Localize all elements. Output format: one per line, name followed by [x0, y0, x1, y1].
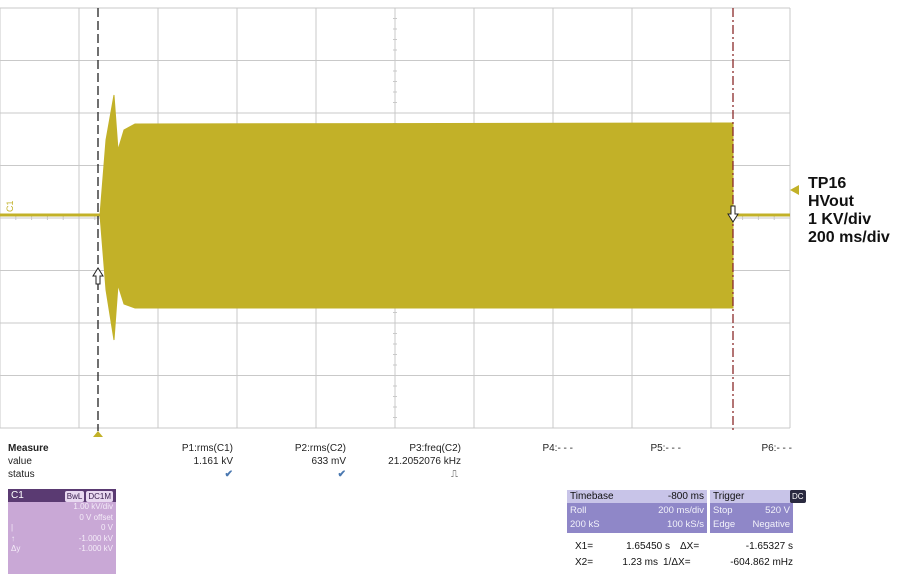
param-p3-value: 21.2052076 kHz: [388, 456, 461, 467]
param-p1-name[interactable]: P1:rms(C1): [181, 443, 233, 454]
cursor-dx-label: ΔX=: [680, 541, 700, 552]
c1-channel-panel[interactable]: C1 BwL DC1M 1.00 kV/div 0 V offset | 0 V ↑…: [8, 489, 116, 574]
timebase-tdiv: 200 ms/div: [658, 505, 704, 516]
timebase-samples: 200 kS: [570, 519, 600, 530]
timebase-row-samples: 200 kS 100 kS/s: [567, 518, 707, 531]
cursor-x1-arrow-icon[interactable]: [92, 267, 104, 285]
channel-marker: C1: [5, 200, 15, 212]
trigger-level-arrow-icon[interactable]: [790, 185, 799, 195]
c1-cursor-level-row: | 0 V: [11, 523, 113, 532]
cursor-x2-value: 1.23 ms: [622, 557, 658, 568]
trigger-title: Trigger: [713, 491, 745, 502]
c1-cursor2-level-value: -1.000 kV: [78, 533, 113, 543]
param-p4-name[interactable]: P4:- - -: [542, 443, 573, 454]
measure-row-status-label: status: [8, 469, 35, 480]
param-p2-value: 633 mV: [311, 456, 346, 467]
cursor-inv-dx-label: 1/ΔX=: [663, 557, 691, 568]
trigger-panel[interactable]: Trigger C1 DC Stop 520 V Edge Negative: [710, 490, 806, 533]
timebase-panel[interactable]: Timebase -800 ms Roll 200 ms/div 200 kS …: [567, 490, 707, 533]
c1-panel-name: C1: [11, 490, 24, 501]
param-p1-value: 1.161 kV: [193, 456, 233, 467]
trigger-level: 520 V: [765, 505, 790, 516]
trigger-row-type: Edge Negative: [710, 518, 793, 531]
cursor-dx-value: -1.65327 s: [745, 541, 793, 552]
c1-offset-row: 0 V offset: [8, 513, 116, 524]
c1-cursor-level-value: 0 V: [100, 523, 113, 532]
c1-delta-y-row: Δy -1.000 kV: [11, 544, 113, 553]
c1-scale-value: 1.00 kV/div: [73, 502, 113, 511]
trigger-coupling-badge: DC: [790, 490, 806, 503]
signal-name-label: HVout: [808, 193, 854, 210]
cursor-x1-label: X1=: [575, 541, 594, 552]
cursor-lines[interactable]: [92, 8, 739, 431]
param-p3-status-icon: ⎍: [451, 469, 458, 480]
c1-delta-y-value: -1.000 kV: [78, 544, 113, 553]
timebase-header: Timebase -800 ms: [567, 490, 707, 503]
volts-per-div-label: 1 KV/div: [808, 211, 872, 228]
trigger-state: Stop: [713, 505, 733, 516]
trace-burst-envelope: [99, 94, 734, 341]
timebase-title: Timebase: [570, 491, 614, 502]
trigger-time-marker-icon[interactable]: [93, 431, 103, 437]
measure-title[interactable]: Measure: [8, 443, 49, 454]
timebase-delay: -800 ms: [667, 491, 704, 502]
cursor-x2-arrow-icon[interactable]: [727, 205, 739, 223]
param-p3-name[interactable]: P3:freq(C2): [409, 443, 461, 454]
c1-scale-row: 1.00 kV/div: [8, 502, 116, 513]
param-p5-name[interactable]: P5:- - -: [650, 443, 681, 454]
bandwidth-limit-badge: BwL: [64, 491, 85, 502]
cursor-inv-dx-value: -604.862 mHz: [730, 557, 793, 568]
param-p2-status-icon: ✔: [337, 469, 346, 480]
timebase-rate: 100 kS/s: [667, 519, 704, 530]
trigger-type: Edge: [713, 519, 736, 530]
trigger-slope: Negative: [752, 519, 791, 530]
time-per-div-label: 200 ms/div: [808, 229, 890, 246]
timebase-row-mode: Roll 200 ms/div: [567, 503, 707, 518]
cursor-x1-value: 1.65450 s: [626, 541, 670, 552]
trigger-header: Trigger C1 DC: [710, 490, 806, 503]
c1-panel-header: C1 BwL DC1M: [8, 489, 116, 502]
trigger-row-state: Stop 520 V: [710, 503, 793, 518]
param-p1-status-icon: ✔: [224, 469, 233, 480]
coupling-badge: DC1M: [86, 491, 113, 502]
trace-annotation: TP16 HVout 1 KV/div 200 ms/div: [808, 175, 890, 247]
param-p2-name[interactable]: P2:rms(C2): [294, 443, 346, 454]
param-p6-name[interactable]: P6:- - -: [761, 443, 792, 454]
c1-cursor2-level-row: ↑ -1.000 kV: [11, 533, 113, 543]
test-point-label: TP16: [808, 175, 847, 192]
timebase-mode: Roll: [570, 505, 587, 516]
c1-offset-value: 0 V offset: [79, 512, 113, 522]
cursor-x2-label: X2=: [575, 557, 594, 568]
measure-row-value-label: value: [8, 456, 32, 467]
